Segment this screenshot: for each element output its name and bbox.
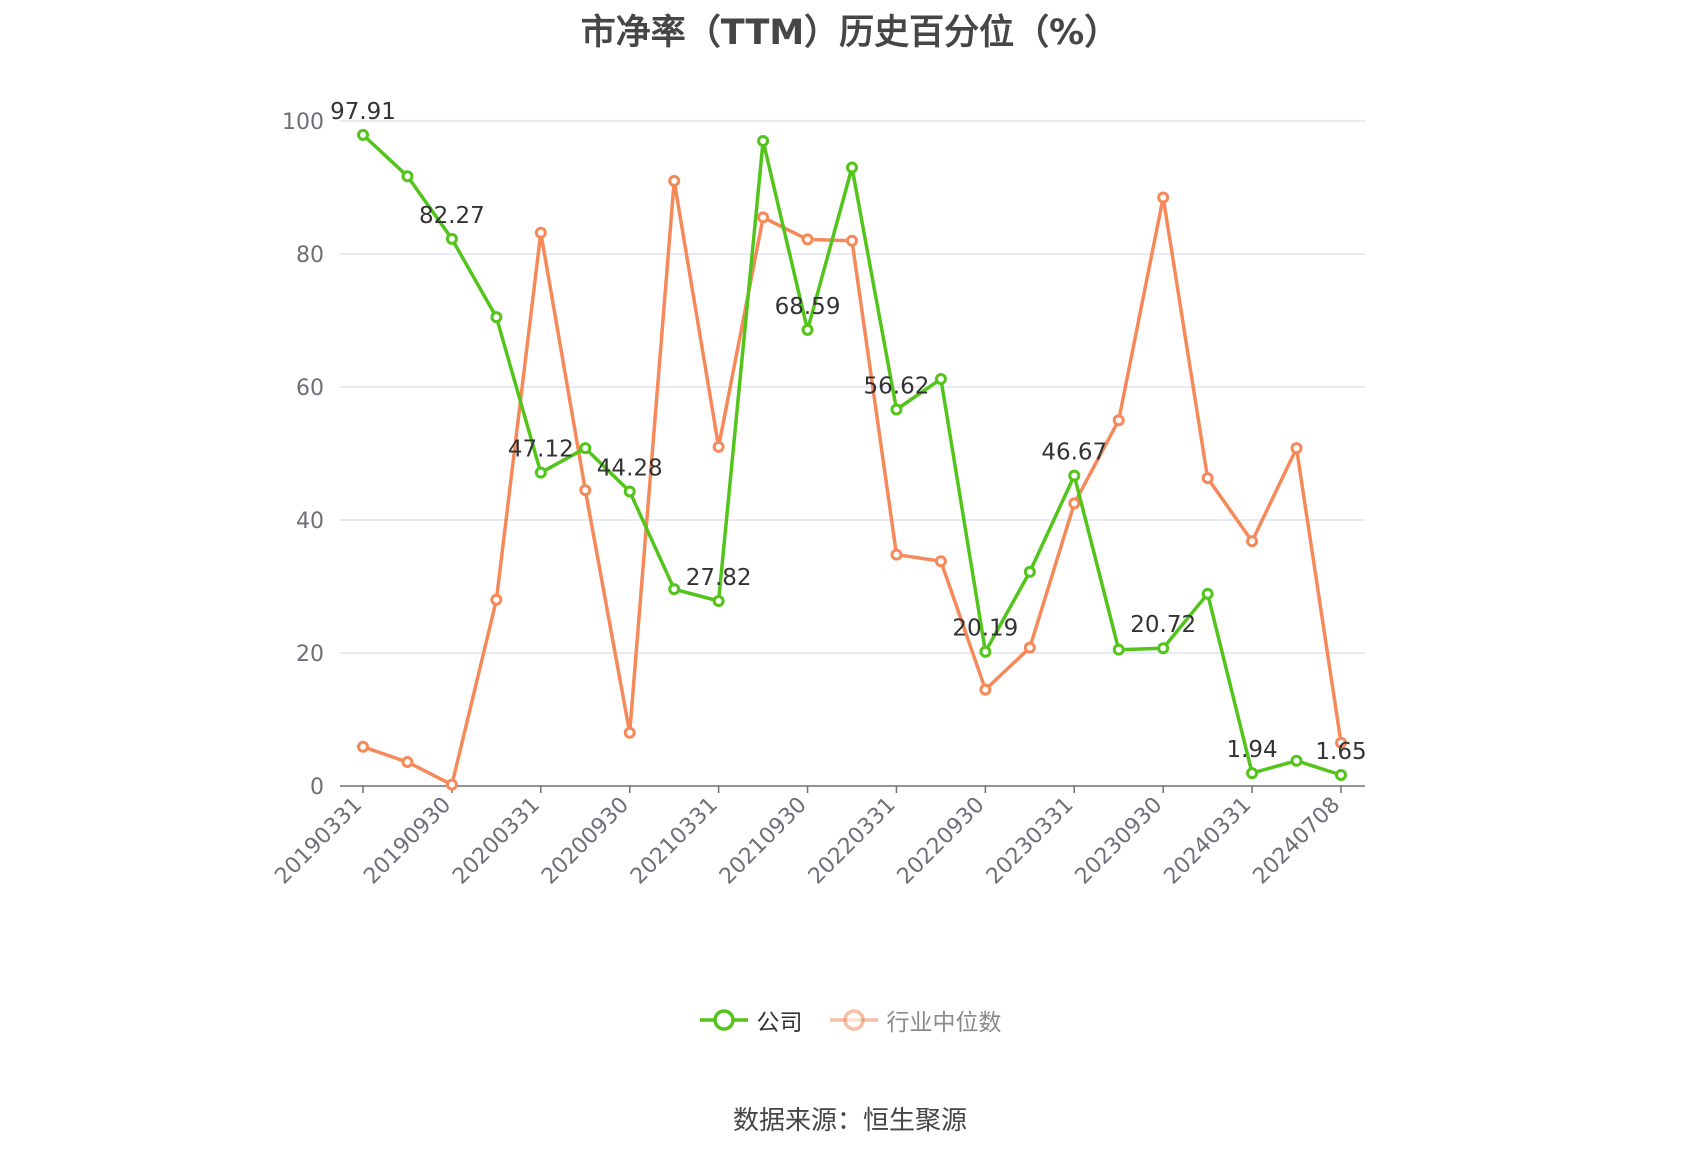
data-label: 20.72	[1130, 612, 1196, 638]
data-point	[890, 548, 903, 561]
x-tick-label: 20210331	[626, 793, 723, 890]
data-label: 1.94	[1226, 737, 1277, 763]
data-point	[357, 128, 369, 141]
series-line	[362, 179, 1343, 787]
data-point	[1157, 191, 1170, 204]
legend-item-company[interactable]: 公司	[699, 1003, 803, 1037]
x-tick-label: 20240708	[1248, 793, 1345, 890]
data-point	[846, 161, 858, 174]
data-label: 82.27	[419, 203, 485, 229]
x-tick-label: 20200930	[537, 793, 634, 890]
data-point	[1068, 469, 1081, 482]
data-label: 1.65	[1315, 739, 1366, 765]
legend-line-circle-icon	[829, 1009, 878, 1031]
data-point	[801, 233, 814, 246]
data-point	[579, 442, 592, 455]
data-point	[1246, 535, 1259, 548]
data-point	[846, 234, 858, 247]
data-point	[1112, 643, 1125, 656]
data-point	[757, 134, 770, 147]
data-point	[1201, 472, 1214, 485]
x-tick-label: 20230930	[1071, 793, 1168, 890]
y-tick-label: 100	[282, 110, 324, 135]
data-label: 56.62	[864, 373, 930, 399]
y-tick-label: 0	[310, 775, 324, 800]
y-tick-label: 40	[296, 509, 324, 534]
legend-label: 行业中位数	[886, 1010, 1002, 1036]
data-point	[1290, 754, 1303, 767]
data-label: 97.91	[330, 99, 396, 125]
data-point	[401, 756, 414, 769]
series-company	[357, 128, 1347, 782]
data-point	[1290, 442, 1303, 455]
data-point	[1335, 769, 1347, 782]
legend-label: 公司	[756, 1010, 803, 1036]
x-tick-label: 20220930	[893, 793, 990, 890]
data-point	[979, 645, 992, 658]
x-tick-label: 20240331	[1159, 793, 1256, 890]
data-point	[1023, 641, 1036, 654]
grid-lines	[340, 120, 1365, 654]
data-point	[934, 555, 947, 568]
legend-line-circle-icon	[699, 1009, 748, 1031]
data-point	[623, 485, 636, 498]
series-industry-median	[357, 174, 1347, 791]
data-point	[668, 174, 681, 187]
data-point	[490, 311, 503, 324]
y-tick-label: 60	[296, 376, 324, 401]
data-labels: 97.91 82.27 47.12 44.28 27.82 68.59 56.62 20.19…	[330, 99, 1367, 765]
chart-title: 市净率（TTM）历史百分位（%）	[580, 13, 1120, 53]
data-point	[757, 211, 770, 224]
data-point	[1157, 642, 1170, 655]
x-tick-label: 20220331	[804, 793, 901, 890]
data-point	[1112, 414, 1125, 427]
data-label: 68.59	[775, 294, 841, 320]
data-point	[579, 484, 592, 497]
data-point	[445, 778, 458, 791]
data-point	[357, 740, 369, 753]
data-point	[1023, 565, 1036, 578]
data-point	[1201, 587, 1214, 600]
data-point	[890, 403, 903, 416]
data-point	[534, 466, 547, 479]
data-point	[445, 232, 458, 245]
x-tick-label: 20190930	[359, 793, 456, 890]
x-tick-label: 20210930	[715, 793, 812, 890]
data-point	[934, 373, 947, 386]
x-tick-label: 20230331	[982, 793, 1079, 890]
data-label: 44.28	[597, 456, 663, 482]
data-point	[1246, 767, 1259, 780]
data-label: 20.19	[952, 616, 1018, 642]
data-point	[401, 170, 414, 183]
series	[357, 128, 1347, 791]
data-point	[712, 440, 725, 453]
data-label: 47.12	[508, 437, 574, 463]
data-point	[712, 594, 725, 607]
data-point	[1335, 736, 1347, 749]
y-tick-label: 80	[296, 243, 324, 268]
x-tick-label: 20190331	[270, 793, 367, 890]
data-point	[979, 683, 992, 696]
x-tick-label: 20200331	[448, 793, 545, 890]
data-point	[1068, 497, 1081, 510]
data-label: 27.82	[686, 565, 752, 591]
data-label: 46.67	[1041, 440, 1107, 466]
data-point	[801, 323, 814, 336]
source-note: 数据来源：恒生聚源	[732, 1106, 967, 1136]
data-point	[623, 726, 636, 739]
y-tick-label: 20	[296, 642, 324, 667]
data-point	[490, 593, 503, 606]
legend-item-industry-median[interactable]: 行业中位数	[829, 1003, 1002, 1037]
data-point	[668, 583, 681, 596]
data-point	[534, 226, 547, 239]
legend: 公司 行业中位数	[0, 1003, 1700, 1037]
